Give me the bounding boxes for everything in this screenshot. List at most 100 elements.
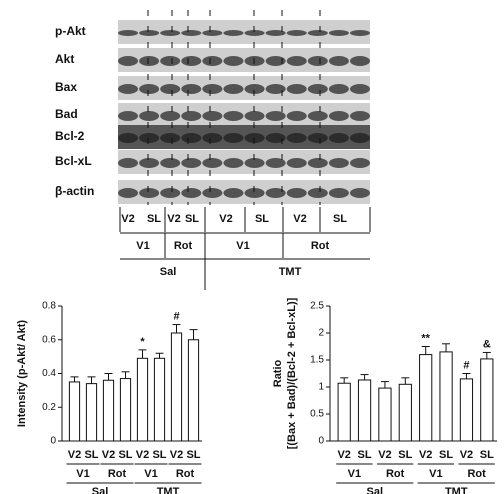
x-tick-label: SL xyxy=(84,449,98,461)
blot-band xyxy=(181,111,202,121)
x-tick-label: SL xyxy=(439,449,453,461)
blot-row-label: Bcl-xL xyxy=(55,154,92,168)
blot-band xyxy=(265,30,286,36)
blot-band xyxy=(286,158,307,168)
x-tick-label: V2 xyxy=(170,449,183,461)
blot-band xyxy=(202,158,223,168)
blot-band xyxy=(350,188,370,198)
y-tick-label: 1 xyxy=(318,382,324,393)
blot-band xyxy=(160,111,181,121)
blot-band xyxy=(139,111,160,121)
lane-label: SL xyxy=(147,213,161,225)
y-tick-label: 2.5 xyxy=(310,301,324,312)
blot-band xyxy=(244,111,265,121)
blot-band xyxy=(244,56,265,66)
blot-band xyxy=(328,56,349,66)
group-label: V1 xyxy=(144,468,157,480)
blot-band xyxy=(181,30,202,36)
x-tick-label: SL xyxy=(358,449,372,461)
y-tick-label: 2 xyxy=(318,328,324,339)
lane-label: SL xyxy=(185,213,199,225)
blot-row-label: p-Akt xyxy=(55,24,86,38)
blot-band xyxy=(139,84,160,94)
group-label: Rot xyxy=(176,468,195,480)
significance-mark: # xyxy=(173,310,179,322)
x-tick-label: V2 xyxy=(419,449,432,461)
x-tick-label: V2 xyxy=(102,449,115,461)
bar xyxy=(357,379,372,442)
blot-strip xyxy=(118,20,370,44)
blot-band xyxy=(286,84,307,94)
y-tick-label: 0.2 xyxy=(42,402,56,413)
blot-band xyxy=(139,188,160,198)
significance-mark: # xyxy=(463,359,469,371)
blot-band xyxy=(265,111,286,121)
blot-band xyxy=(181,84,202,94)
blot-band xyxy=(202,84,223,94)
bar xyxy=(419,354,433,442)
y-axis-label: Ratio xyxy=(272,359,284,387)
significance-mark: * xyxy=(140,336,145,348)
lane-label: SL xyxy=(255,213,269,225)
lane-label: V2 xyxy=(219,213,232,225)
blot-band xyxy=(118,111,138,121)
blot-band xyxy=(139,133,160,143)
bar xyxy=(153,357,166,442)
blot-band xyxy=(286,188,307,198)
blot-band xyxy=(307,84,328,94)
blot-band xyxy=(265,56,286,66)
bar xyxy=(170,332,183,442)
x-tick-label: SL xyxy=(398,449,412,461)
x-tick-label: V2 xyxy=(337,449,350,461)
x-tick-label: V2 xyxy=(378,449,391,461)
y-axis-label: [(Bax + Bad)/(Bcl-2 + Bcl-xL)] xyxy=(286,297,298,449)
blot-band xyxy=(328,133,349,143)
supergroup-label: TMT xyxy=(157,486,180,494)
y-tick-label: 0.5 xyxy=(310,409,324,420)
blot-band xyxy=(118,56,138,66)
blot-band xyxy=(202,111,223,121)
significance-mark: & xyxy=(483,338,491,350)
group-label: Rot xyxy=(386,468,405,480)
bar xyxy=(378,387,392,442)
blot-band xyxy=(265,158,286,168)
lane-label: SL xyxy=(333,213,347,225)
blot-band xyxy=(160,188,181,198)
x-tick-label: SL xyxy=(118,449,132,461)
blot-band xyxy=(118,133,138,143)
treatment-label: TMT xyxy=(279,266,302,278)
supergroup-label: TMT xyxy=(445,486,468,494)
blot-band xyxy=(265,133,286,143)
blot-strip xyxy=(118,125,370,149)
blot-band xyxy=(286,30,307,36)
blot-band xyxy=(328,158,349,168)
group-label: Rot xyxy=(467,468,486,480)
x-tick-label: V2 xyxy=(136,449,149,461)
blot-band xyxy=(181,188,202,198)
blot-band xyxy=(307,111,328,121)
blot-band xyxy=(202,30,223,36)
lane-label: V2 xyxy=(121,213,134,225)
blot-band xyxy=(244,84,265,94)
blot-band xyxy=(328,84,349,94)
blot-band xyxy=(118,84,138,94)
supergroup-label: Sal xyxy=(366,486,383,494)
blot-band xyxy=(223,133,244,143)
blot-band xyxy=(223,111,244,121)
blot-strip xyxy=(118,76,370,100)
blot-band xyxy=(160,158,181,168)
bar xyxy=(337,382,351,442)
bar xyxy=(136,357,149,442)
blot-band xyxy=(202,56,223,66)
y-tick-label: 0.8 xyxy=(42,301,56,312)
blot-band xyxy=(160,133,181,143)
y-tick-label: 0.6 xyxy=(42,334,56,345)
blot-band xyxy=(350,56,370,66)
blot-band xyxy=(118,158,138,168)
blot-band xyxy=(350,84,370,94)
bar xyxy=(85,383,98,442)
blot-band xyxy=(350,111,370,121)
group-label: V1 xyxy=(429,468,442,480)
blot-band xyxy=(181,158,202,168)
